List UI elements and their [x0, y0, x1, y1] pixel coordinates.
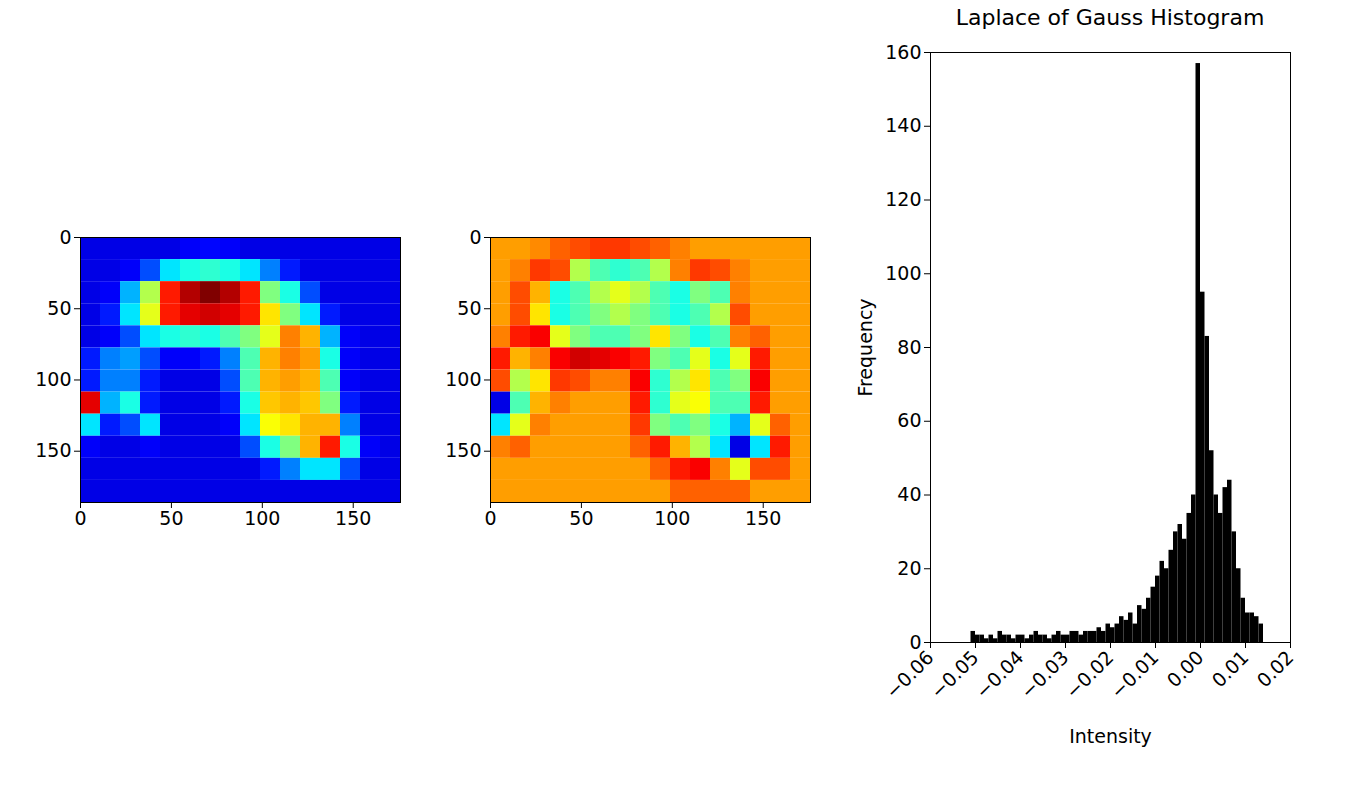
svg-text:150: 150	[335, 507, 371, 529]
html-text:Laplace of Gauss Histogram: Laplace of Gauss Histogram	[955, 5, 1265, 30]
svg-text:20: 20	[897, 557, 921, 579]
svg-text:0.00: 0.00	[1162, 646, 1207, 691]
svg-text:−0.02: −0.02	[1061, 646, 1118, 703]
svg-text:150: 150	[745, 507, 781, 529]
svg-text:−0.03: −0.03	[1016, 646, 1073, 703]
svg-text:−0.01: −0.01	[1106, 646, 1163, 703]
svg-text:100: 100	[244, 507, 280, 529]
svg-text:100: 100	[885, 262, 921, 284]
svg-text:100: 100	[654, 507, 690, 529]
svg-text:100: 100	[445, 368, 481, 390]
svg-text:0: 0	[909, 630, 922, 653]
svg-text:40: 40	[897, 483, 921, 505]
svg-text:−0.05: −0.05	[926, 646, 983, 703]
svg-text:0: 0	[469, 226, 481, 248]
svg-text:0.02: 0.02	[1252, 646, 1297, 691]
svg-text:140: 140	[885, 114, 921, 136]
svg-text:0: 0	[59, 226, 71, 248]
svg-text:Intensity: Intensity	[1069, 725, 1152, 747]
svg-text:150: 150	[445, 439, 481, 461]
svg-text:0.01: 0.01	[1207, 646, 1252, 691]
svg-text:Frequency: Frequency	[854, 298, 876, 396]
svg-text:60: 60	[897, 409, 921, 431]
svg-text:100: 100	[35, 368, 71, 390]
svg-text:50: 50	[159, 507, 183, 529]
svg-text:120: 120	[885, 188, 921, 210]
svg-text:−0.06: −0.06	[881, 646, 938, 703]
svg-text:0: 0	[484, 507, 496, 529]
svg-text:50: 50	[47, 297, 71, 319]
svg-text:−0.04: −0.04	[971, 646, 1028, 703]
svg-text:0: 0	[74, 507, 86, 529]
svg-text:50: 50	[457, 297, 481, 319]
svg-text:80: 80	[897, 336, 921, 358]
svg-text:50: 50	[569, 507, 593, 529]
svg-text:160: 160	[885, 41, 921, 63]
svg-text:150: 150	[35, 439, 71, 461]
